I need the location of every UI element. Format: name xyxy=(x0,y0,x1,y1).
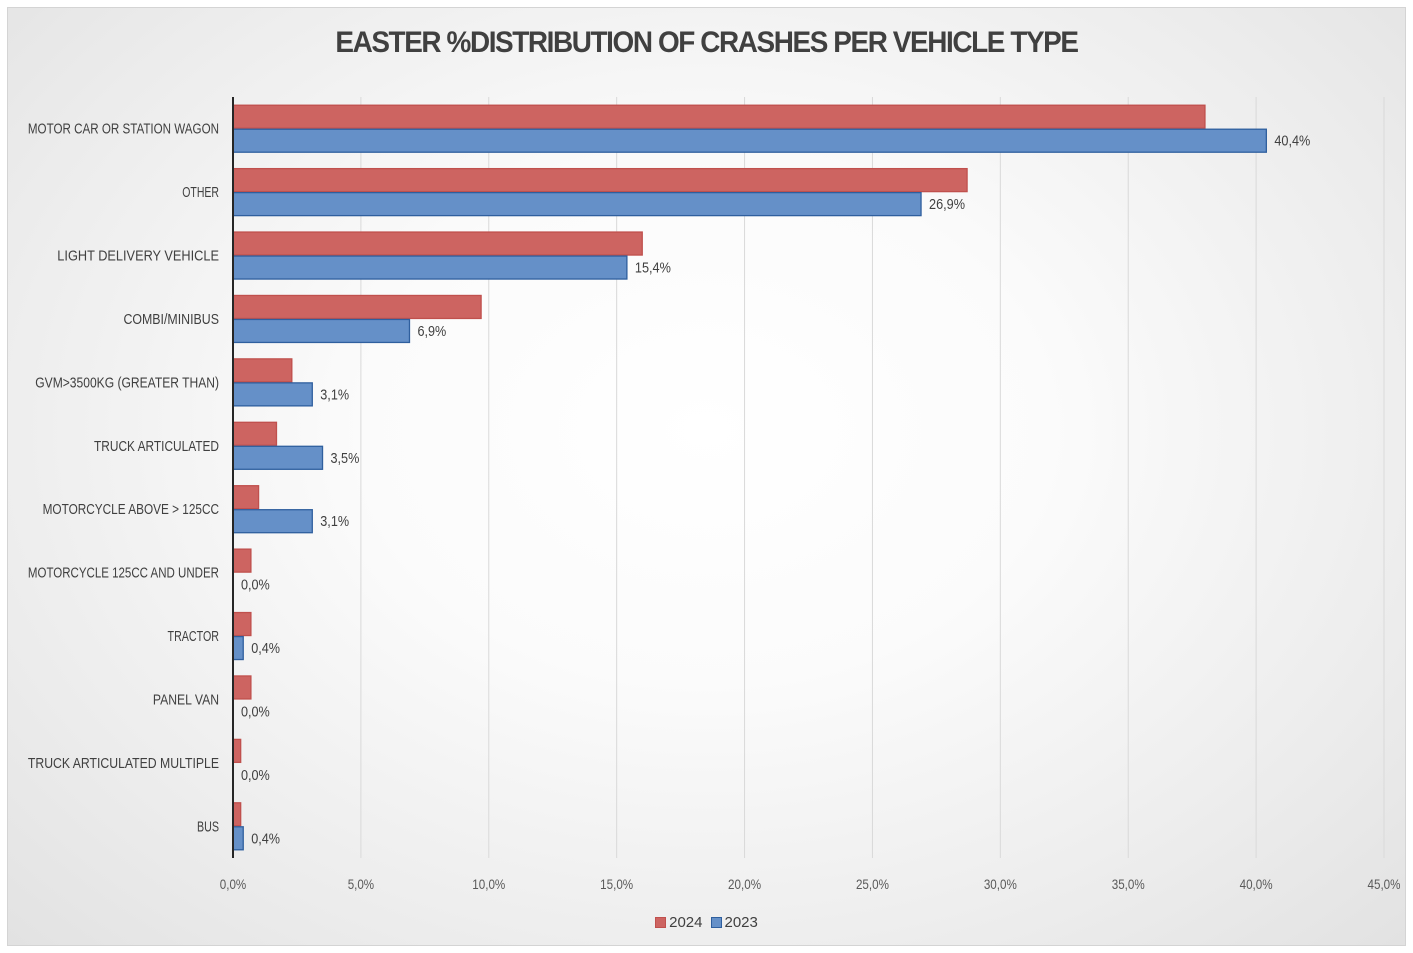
data-label-2023: 3,1% xyxy=(320,387,349,403)
x-tick-label: 45,0% xyxy=(1368,876,1401,892)
legend-item-2024: 2024 xyxy=(655,914,703,931)
bar-2024 xyxy=(232,738,242,764)
category-label: MOTORCYCLE ABOVE > 125CC xyxy=(43,502,219,518)
data-label-2023: 6,9% xyxy=(417,324,446,340)
bar-2024 xyxy=(232,231,643,256)
bar-2023 xyxy=(232,382,313,407)
data-label-2023: 3,1% xyxy=(320,514,349,530)
data-label-2023: 0,0% xyxy=(241,704,270,720)
x-tick-label: 5,0% xyxy=(348,876,374,892)
x-tick-label: 10,0% xyxy=(472,876,505,892)
bar-2024 xyxy=(232,675,252,700)
bar-2023 xyxy=(232,635,244,661)
data-label-2023: 0,4% xyxy=(251,831,280,847)
category-label: TRUCK ARTICULATED MULTIPLE xyxy=(28,756,219,772)
data-label-2023: 3,5% xyxy=(331,451,360,467)
bar-2024 xyxy=(232,358,293,383)
bar-2024 xyxy=(232,611,252,637)
bar-2024 xyxy=(232,104,1206,129)
x-tick-label: 25,0% xyxy=(856,876,889,892)
bar-2023 xyxy=(232,509,313,534)
bar-2023 xyxy=(232,128,1267,153)
legend-label-2023: 2023 xyxy=(724,914,758,931)
bar-2023 xyxy=(232,318,411,344)
bar-2024 xyxy=(232,548,252,573)
data-label-2023: 40,4% xyxy=(1274,134,1310,150)
bar-2024 xyxy=(232,294,482,320)
bar-2023 xyxy=(232,191,922,217)
category-label: GVM>3500KG (GREATER THAN) xyxy=(35,375,219,391)
x-tick-label: 35,0% xyxy=(1112,876,1145,892)
legend: 2024 2023 xyxy=(0,914,1413,931)
x-tick-label: 0,0% xyxy=(220,876,246,892)
category-label: COMBI/MINIBUS xyxy=(123,312,219,328)
x-tick-label: 20,0% xyxy=(728,876,761,892)
category-label: PANEL VAN xyxy=(153,692,219,708)
legend-swatch-2023 xyxy=(710,917,722,928)
bar-2024 xyxy=(232,421,278,446)
data-label-2023: 0,0% xyxy=(241,768,270,784)
legend-label-2024: 2024 xyxy=(669,914,703,931)
bar-2024 xyxy=(232,167,968,193)
category-label: MOTORCYCLE 125CC AND UNDER xyxy=(28,566,219,582)
category-label: MOTOR CAR OR STATION WAGON xyxy=(28,122,219,138)
category-label: TRUCK ARTICULATED xyxy=(94,439,219,455)
data-label-2023: 0,0% xyxy=(241,578,270,594)
data-label-2023: 15,4% xyxy=(635,261,671,277)
bar-2024 xyxy=(232,485,260,510)
bar-2023 xyxy=(232,826,244,851)
bar-2023 xyxy=(232,255,628,280)
data-label-2023: 26,9% xyxy=(929,197,965,213)
chart-title: EASTER %DISTRIBUTION OF CRASHES PER VEHI… xyxy=(335,26,1079,59)
category-label: TRACTOR xyxy=(168,629,219,645)
x-tick-label: 30,0% xyxy=(984,876,1017,892)
legend-swatch-2024 xyxy=(655,917,667,928)
bar-2024 xyxy=(232,802,242,827)
x-tick-label: 40,0% xyxy=(1240,876,1273,892)
data-label-2023: 0,4% xyxy=(251,641,280,657)
category-label: LIGHT DELIVERY VEHICLE xyxy=(57,249,219,265)
legend-item-2023: 2023 xyxy=(710,914,758,931)
bar-2023 xyxy=(232,445,324,470)
chart-frame xyxy=(7,7,1406,946)
x-tick-label: 15,0% xyxy=(600,876,633,892)
category-label: OTHER xyxy=(182,185,219,201)
category-label: BUS xyxy=(197,819,219,835)
